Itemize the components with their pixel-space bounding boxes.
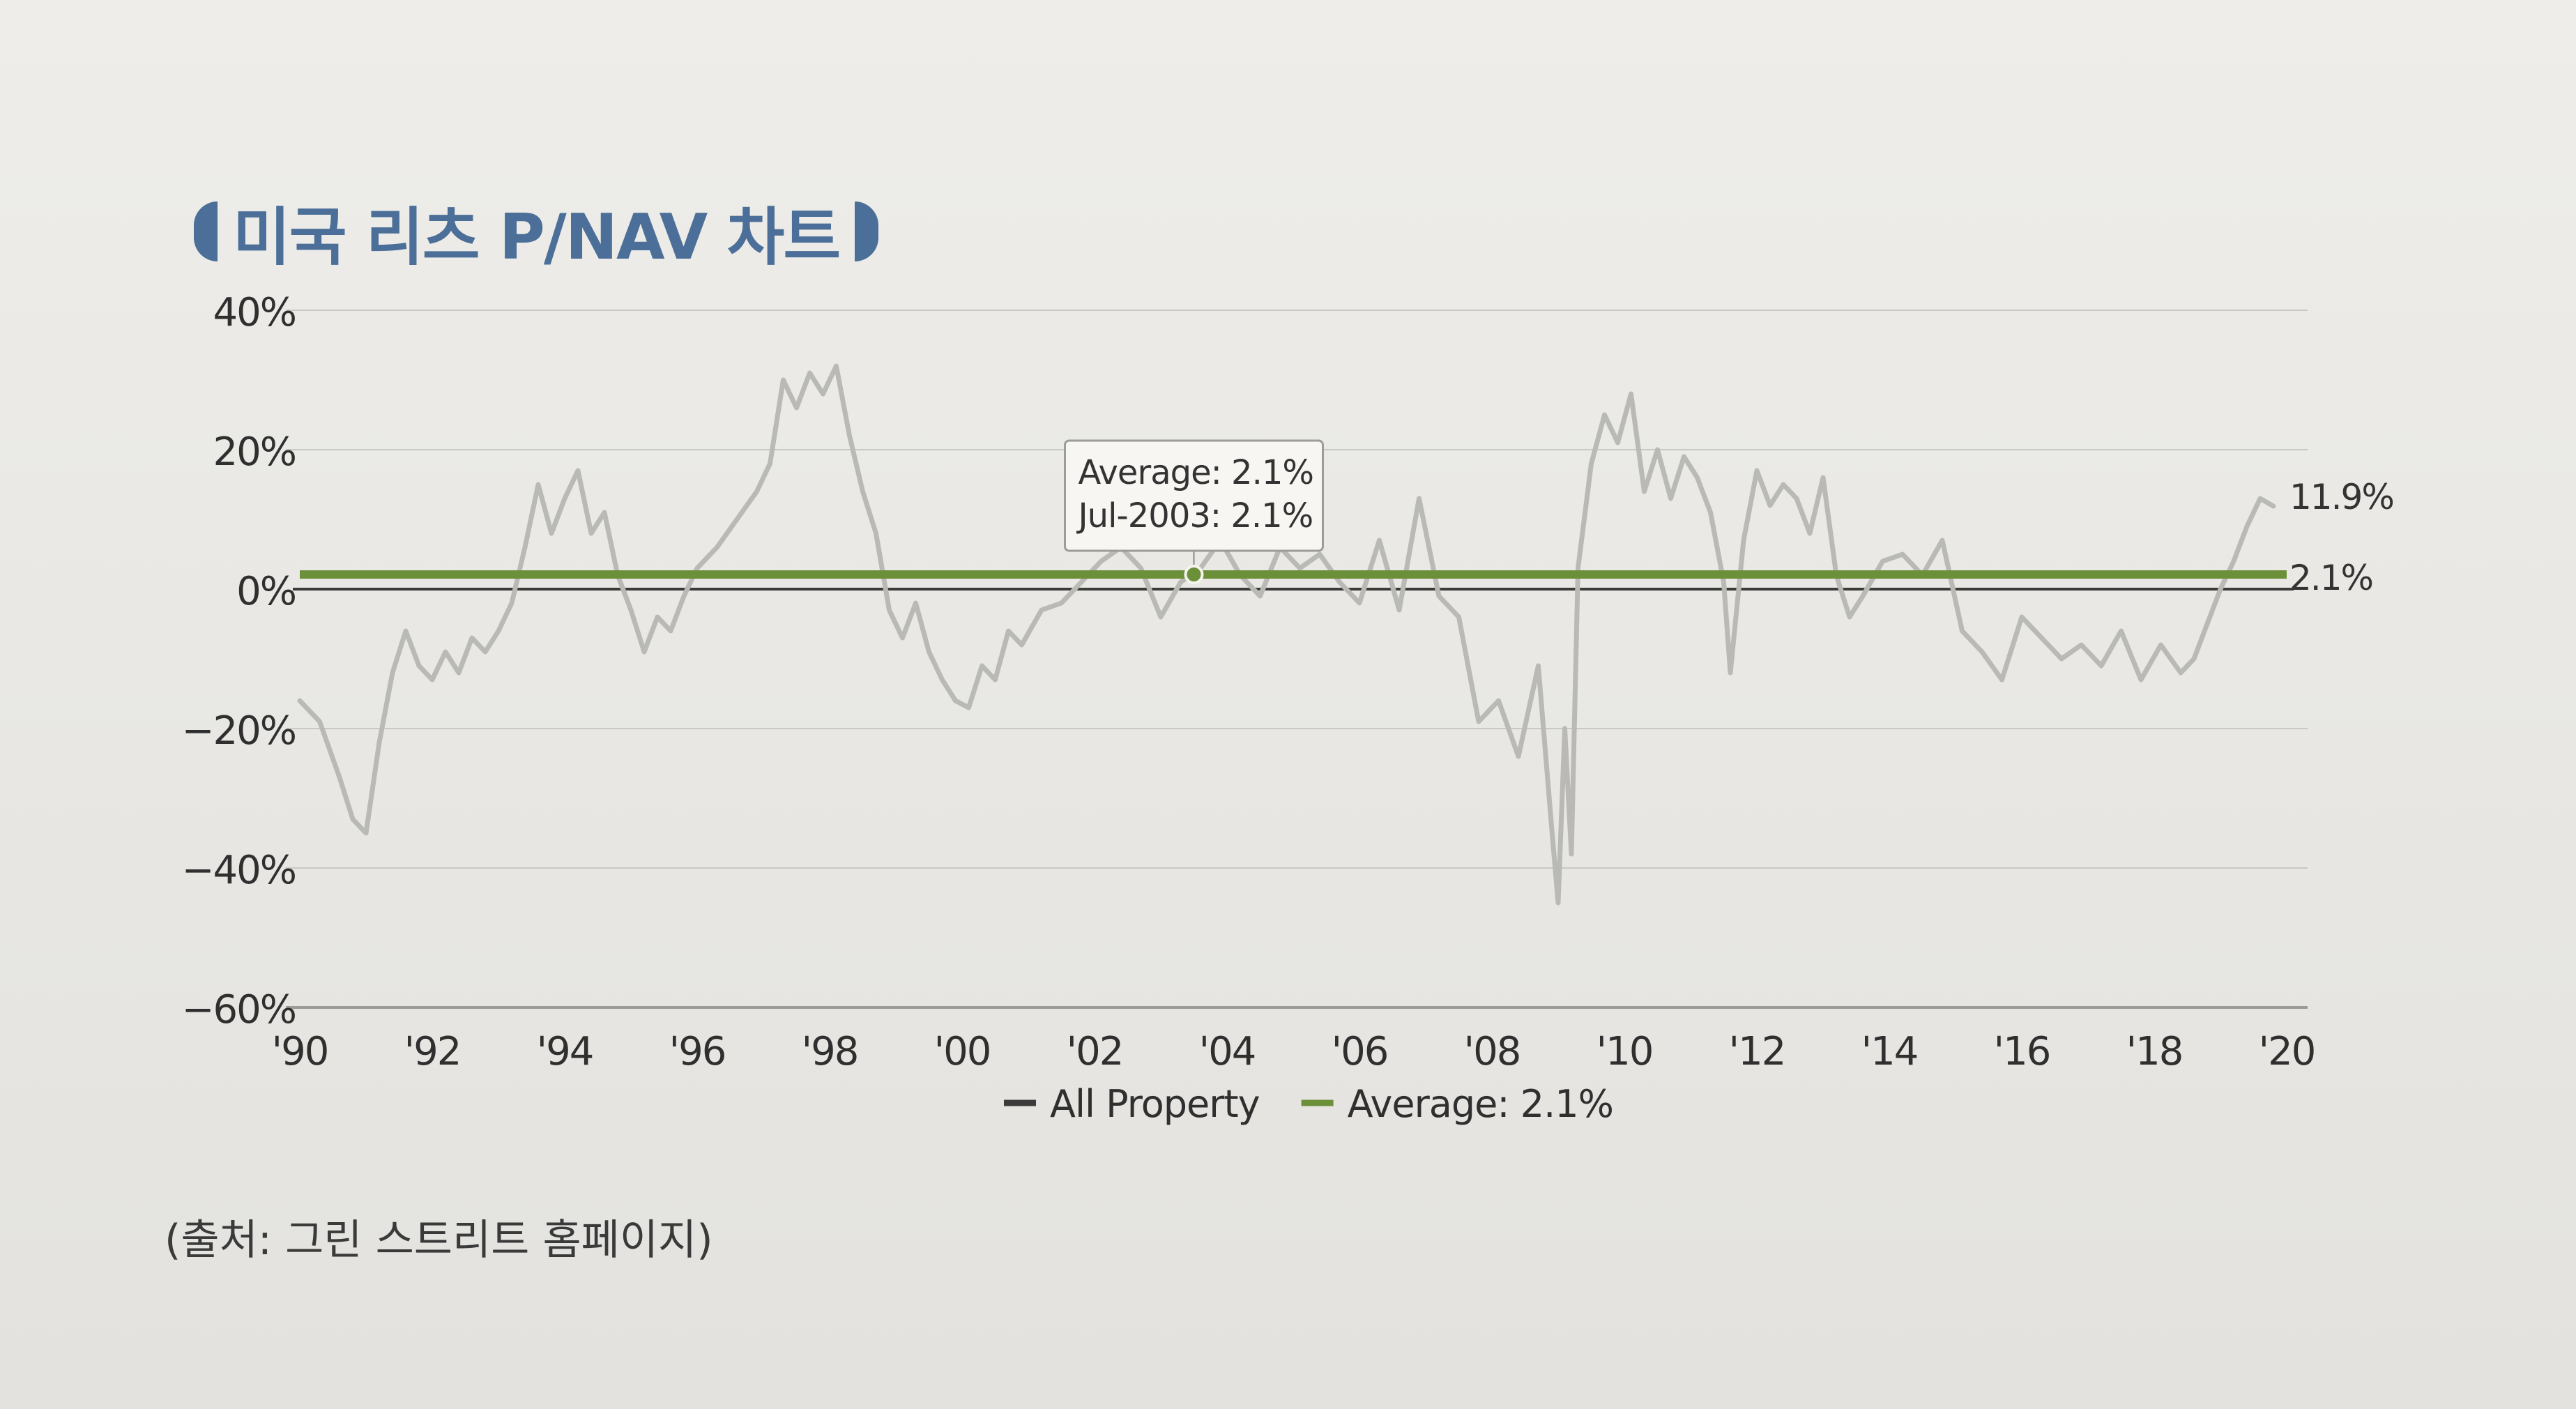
x-tick-label: '14	[1861, 1029, 1918, 1074]
x-tick-label: '92	[404, 1029, 461, 1074]
x-tick-label: '00	[934, 1029, 991, 1074]
y-tick-label: −60%	[182, 987, 296, 1033]
x-tick-label: '16	[1994, 1029, 2050, 1074]
end-label-average: 2.1%	[2289, 558, 2372, 598]
y-tick-label: 40%	[213, 290, 296, 335]
y-tick-label: 0%	[236, 569, 296, 614]
x-tick-label: '12	[1729, 1029, 1785, 1074]
legend-label: Average: 2.1%	[1348, 1082, 1613, 1126]
y-tick-label: −40%	[182, 848, 296, 893]
legend-label: All Property	[1050, 1082, 1260, 1126]
tooltip-line: Average: 2.1%	[1079, 453, 1313, 492]
series-all-property-line	[297, 363, 2276, 906]
y-tick-label: −20%	[182, 708, 296, 754]
end-label-all-property: 11.9%	[2289, 477, 2393, 517]
x-tick-label: '90	[272, 1029, 328, 1074]
chart-title: 미국 리츠 P/NAV 차트	[233, 201, 841, 274]
tooltip-line: Jul-2003: 2.1%	[1076, 496, 1313, 535]
x-tick-label: '94	[537, 1029, 593, 1074]
x-tick-label: '20	[2259, 1029, 2315, 1074]
x-tick-label: '96	[669, 1029, 726, 1074]
x-tick-label: '18	[2126, 1029, 2183, 1074]
source-note: (출처: 그린 스트리트 홈페이지)	[165, 1216, 713, 1265]
x-tick-label: '06	[1332, 1029, 1388, 1074]
x-tick-label: '08	[1464, 1029, 1521, 1074]
chart-title-row: 미국 리츠 P/NAV 차트	[194, 183, 879, 280]
x-tick-label: '10	[1596, 1029, 1653, 1074]
x-tick-label: '98	[802, 1029, 858, 1074]
title-bracket-left-icon	[194, 201, 218, 261]
x-tick-label: '04	[1199, 1029, 1256, 1074]
y-tick-label: 20%	[213, 429, 296, 475]
tooltip-marker	[1184, 565, 1204, 584]
x-tick-label: '02	[1067, 1029, 1123, 1074]
tooltip-box	[1064, 439, 1324, 552]
